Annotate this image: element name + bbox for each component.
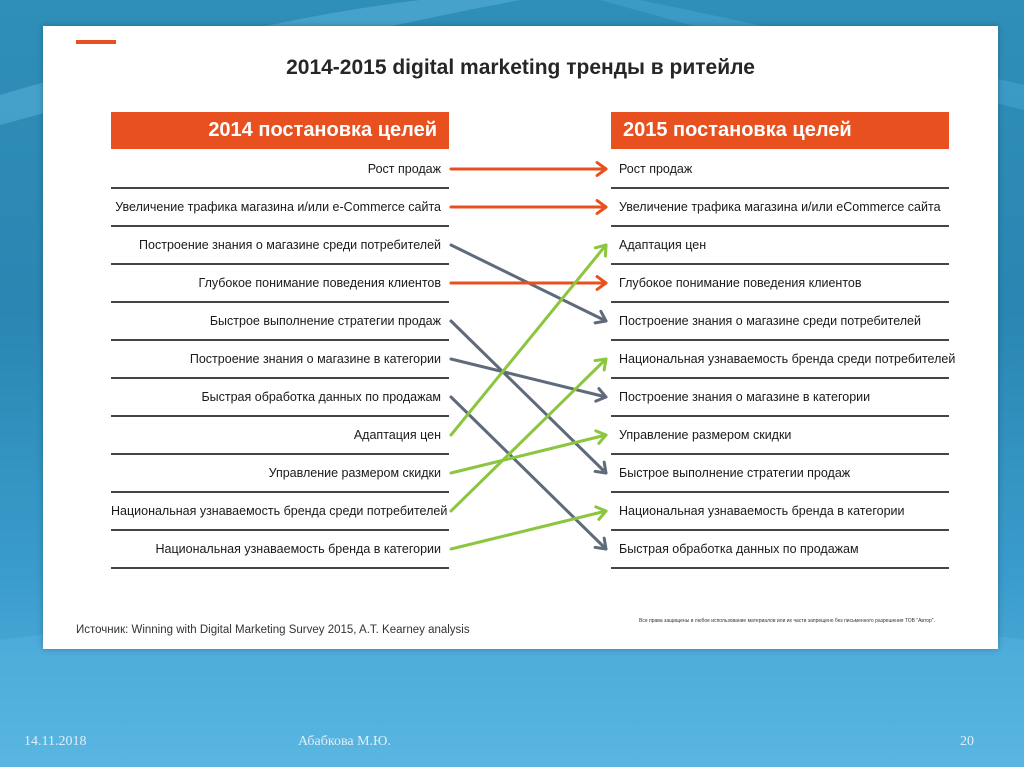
connector-arrows — [449, 161, 608, 551]
arrow-up-7 — [449, 243, 608, 437]
slide: 2014-2015 digital marketing тренды в рит… — [43, 26, 998, 649]
right-column-header: 2015 постановка целей — [611, 112, 949, 149]
arrow-up-8 — [449, 429, 608, 475]
right-item: Построение знания о магазине в категории — [611, 379, 949, 417]
arrow-up-10 — [449, 505, 608, 551]
left-item: Адаптация цен — [111, 417, 449, 455]
right-item: Национальная узнаваемость бренда среди п… — [611, 341, 955, 379]
right-item: Адаптация цен — [611, 227, 949, 265]
right-item: Национальная узнаваемость бренда в катег… — [611, 493, 949, 531]
arrow-same-3 — [449, 275, 608, 291]
arrow-down-6 — [449, 395, 608, 551]
slide-title: 2014-2015 digital marketing тренды в рит… — [286, 56, 755, 79]
left-item: Увеличение трафика магазина и/или e-Comm… — [111, 189, 449, 227]
right-item: Глубокое понимание поведения клиентов — [611, 265, 949, 303]
left-item: Управление размером скидки — [111, 455, 449, 493]
accent-bar — [76, 40, 116, 44]
footer-page-number: 20 — [960, 734, 974, 749]
arrow-down-5 — [449, 357, 608, 403]
right-item: Построение знания о магазине среди потре… — [611, 303, 949, 341]
left-item: Быстрое выполнение стратегии продаж — [111, 303, 449, 341]
footer-author: Абабкова М.Ю. — [298, 734, 391, 749]
arrow-same-0 — [449, 161, 608, 177]
arrow-up-9 — [449, 357, 608, 513]
footer-date: 14.11.2018 — [24, 734, 87, 749]
right-item: Быстрое выполнение стратегии продаж — [611, 455, 949, 493]
left-column-header: 2014 постановка целей — [111, 112, 449, 149]
source-note: Источник: Winning with Digital Marketing… — [76, 624, 470, 636]
right-item: Увеличение трафика магазина и/или eComme… — [611, 189, 949, 227]
left-item: Национальная узнаваемость бренда в катег… — [111, 531, 449, 569]
left-item: Глубокое понимание поведения клиентов — [111, 265, 449, 303]
copyright-note: Все права защищены и любое использование… — [639, 618, 935, 624]
left-item: Построение знания о магазине в категории — [111, 341, 449, 379]
left-item: Построение знания о магазине среди потре… — [111, 227, 449, 265]
right-item: Рост продаж — [611, 151, 949, 189]
arrow-same-1 — [449, 199, 608, 215]
left-item: Национальная узнаваемость бренда среди п… — [111, 493, 449, 531]
arrow-down-4 — [449, 319, 608, 475]
right-item: Управление размером скидки — [611, 417, 949, 455]
left-item: Быстрая обработка данных по продажам — [111, 379, 449, 417]
right-item: Быстрая обработка данных по продажам — [611, 531, 949, 569]
left-item: Рост продаж — [111, 151, 449, 189]
